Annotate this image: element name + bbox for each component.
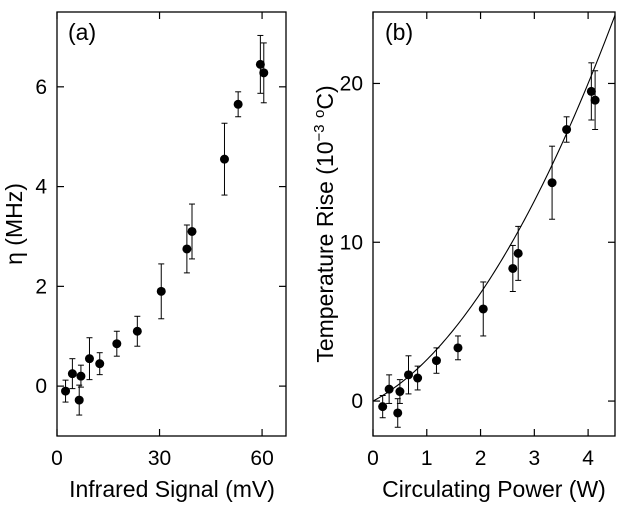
data-point-15	[590, 70, 600, 131]
marker	[182, 244, 192, 254]
panel-b-ylabel: Temperature Rise (10−3 oC)	[311, 85, 338, 362]
x-tick-label: 3	[528, 447, 540, 470]
panel-a: (a) 0 30 60 0 2 4 6 Infrared Signal (mV) η (MH…	[1, 11, 287, 502]
panel-a-frame	[56, 11, 287, 437]
data-point-2	[67, 358, 77, 390]
data-point-10	[508, 244, 518, 292]
y-tick-label: 20	[340, 72, 363, 95]
panel-b-ticks: 0 1 2 3 4 0 10 20	[340, 12, 615, 470]
marker	[112, 339, 122, 349]
data-point-13	[233, 91, 243, 118]
panel-a-ticks: 0 30 60 0 2 4 6	[35, 12, 286, 470]
panel-b: (b) 0 1 2 3 4 0 10 20 Circulating Power (W) Tem…	[311, 11, 616, 502]
panel-b-points	[378, 62, 600, 428]
y-tick-label: 0	[35, 375, 47, 398]
marker	[84, 354, 94, 364]
data-point-14	[586, 62, 596, 121]
panel-b-label: (b)	[385, 19, 413, 45]
ylabel-pre: Temperature Rise (10	[312, 141, 338, 362]
marker	[431, 356, 441, 366]
data-point-4	[395, 379, 405, 404]
marker	[453, 343, 463, 353]
marker	[67, 369, 77, 379]
data-point-1	[378, 395, 388, 419]
marker	[156, 286, 166, 296]
x-tick-label: 30	[148, 447, 171, 470]
y-tick-label: 4	[35, 176, 47, 199]
data-point-9	[156, 263, 166, 320]
panel-a-ylabel: η (MHz)	[1, 183, 27, 265]
marker	[61, 386, 71, 396]
data-point-1	[61, 379, 71, 403]
marker	[562, 125, 572, 135]
ylabel-post: C)	[312, 85, 338, 109]
data-point-14	[255, 34, 265, 94]
marker	[413, 373, 423, 383]
data-point-10	[182, 224, 192, 274]
marker	[378, 402, 388, 412]
ylabel-exp1: −3	[311, 124, 328, 141]
x-tick-label: 0	[367, 447, 379, 470]
data-point-5	[403, 355, 413, 395]
data-point-13	[562, 116, 572, 143]
data-point-12	[547, 145, 557, 220]
marker	[590, 95, 600, 105]
marker	[255, 59, 265, 69]
x-tick-label: 60	[250, 447, 273, 470]
data-point-6	[413, 365, 423, 391]
marker	[233, 99, 243, 109]
marker	[259, 68, 269, 78]
x-tick-label: 1	[421, 447, 433, 470]
marker	[547, 178, 557, 188]
panel-a-label: (a)	[68, 19, 96, 45]
marker	[393, 408, 403, 418]
data-point-4	[76, 364, 86, 388]
panel-a-points	[61, 34, 269, 416]
panel-a-xlabel: Infrared Signal (mV)	[69, 476, 275, 502]
marker	[395, 387, 405, 397]
marker	[586, 86, 596, 96]
data-point-2	[384, 374, 394, 404]
data-point-8	[132, 315, 142, 347]
marker	[508, 263, 518, 273]
marker	[132, 326, 142, 336]
data-point-7	[431, 347, 441, 374]
x-tick-label: 2	[475, 447, 487, 470]
data-point-3	[74, 384, 84, 416]
y-tick-label: 0	[351, 390, 363, 413]
marker	[478, 304, 488, 314]
marker	[219, 154, 229, 164]
marker	[187, 226, 197, 236]
x-tick-label: 0	[51, 447, 63, 470]
data-point-6	[95, 352, 105, 376]
data-point-11	[187, 203, 197, 260]
ylabel-exp2: o	[311, 110, 328, 118]
marker	[384, 384, 394, 394]
y-tick-label: 10	[340, 231, 363, 254]
data-point-8	[453, 335, 463, 361]
data-point-12	[219, 122, 229, 196]
marker	[95, 359, 105, 369]
fit-curve	[372, 14, 616, 402]
marker	[403, 370, 413, 380]
data-point-11	[513, 225, 523, 281]
data-point-5	[84, 337, 94, 381]
data-point-9	[478, 281, 488, 337]
y-tick-label: 2	[35, 275, 47, 298]
panel-b-xlabel: Circulating Power (W)	[382, 476, 606, 502]
y-tick-label: 6	[35, 76, 47, 99]
marker	[76, 371, 86, 381]
marker	[513, 248, 523, 258]
data-point-15	[259, 42, 269, 104]
panel-b-frame	[372, 11, 616, 437]
data-point-7	[112, 330, 122, 357]
marker	[74, 395, 84, 405]
x-tick-label: 4	[582, 447, 594, 470]
